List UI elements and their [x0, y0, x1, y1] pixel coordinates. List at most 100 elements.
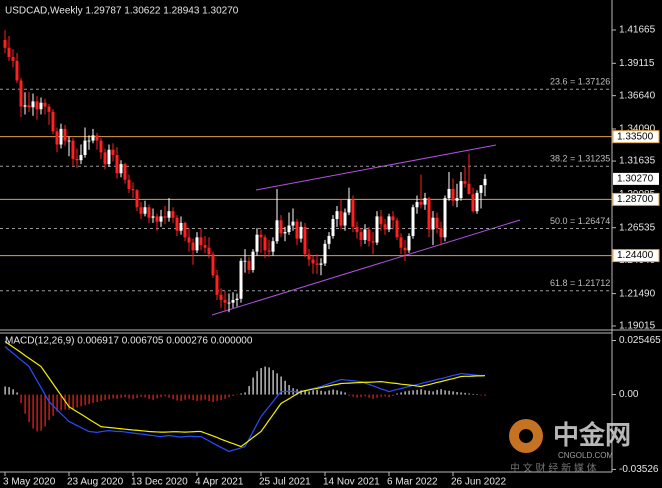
fibo-label: 50.0 = 1.26474 — [550, 216, 610, 226]
candle-body — [27, 105, 31, 108]
macd-histogram-bar — [264, 366, 266, 395]
macd-histogram-bar — [320, 390, 322, 395]
candle-body — [59, 128, 63, 145]
macd-histogram-bar — [40, 394, 42, 431]
macd-histogram-bar — [336, 390, 338, 395]
candle-body — [463, 181, 467, 184]
candle-body — [435, 217, 439, 229]
macd-histogram-bar — [204, 394, 206, 400]
candle-body — [199, 237, 203, 246]
candle-body — [339, 211, 343, 226]
candle-body — [211, 254, 215, 276]
candle-body — [119, 164, 123, 174]
candle-body — [91, 135, 95, 141]
macd-histogram-bar — [436, 389, 438, 395]
candle-body — [123, 164, 127, 180]
candle-body — [171, 211, 175, 218]
candle-body — [443, 198, 447, 238]
macd-histogram-bar — [316, 389, 318, 395]
candle-body — [47, 106, 51, 112]
macd-histogram-bar — [372, 394, 374, 399]
macd-histogram-bar — [188, 394, 190, 399]
macd-histogram-bar — [72, 394, 74, 410]
candle-body — [147, 207, 151, 218]
macd-histogram-bar — [208, 394, 210, 401]
macd-histogram-bar — [124, 394, 126, 398]
candle-body — [227, 302, 231, 304]
macd-histogram-bar — [8, 387, 10, 395]
candle-body — [135, 190, 139, 208]
candle-body — [87, 140, 91, 142]
candle-body — [327, 236, 331, 244]
macd-histogram-bar — [272, 370, 274, 395]
macd-histogram-bar — [100, 394, 102, 401]
candle-body — [303, 226, 307, 255]
candle-body — [143, 207, 147, 214]
candle-body — [191, 242, 195, 251]
candle-body — [431, 217, 435, 230]
candle-body — [411, 207, 415, 237]
candle-body — [319, 263, 323, 265]
macd-histogram-bar — [444, 390, 446, 395]
macd-histogram-bar — [468, 393, 470, 395]
candle-body — [243, 260, 247, 262]
y-tick-label: 0.025465 — [619, 335, 661, 346]
candle-body — [371, 241, 375, 243]
y-tick-label: 1.26535 — [619, 222, 656, 233]
macd-histogram-bar — [356, 394, 358, 398]
candle-body — [255, 234, 259, 252]
candle-body — [179, 222, 183, 231]
candle-body — [363, 229, 367, 240]
macd-histogram-bar — [244, 392, 246, 395]
macd-histogram-bar — [220, 394, 222, 401]
candle-body — [415, 202, 419, 208]
macd-histogram-bar — [392, 394, 394, 396]
macd-histogram-bar — [248, 386, 250, 395]
macd-histogram-bar — [448, 390, 450, 395]
candle-body — [111, 149, 115, 155]
macd-histogram-bar — [428, 390, 430, 395]
macd-histogram-bar — [424, 390, 426, 395]
candle-body — [383, 224, 387, 230]
candle-body — [287, 225, 291, 233]
macd-histogram-bar — [12, 389, 14, 395]
level-label-box — [612, 249, 660, 263]
candle-body — [99, 140, 103, 153]
macd-histogram-bar — [196, 394, 198, 401]
macd-histogram-bar — [288, 385, 290, 395]
candle-body — [15, 60, 19, 81]
candle-body — [219, 294, 223, 301]
candle-body — [39, 102, 43, 110]
macd-histogram-bar — [148, 394, 150, 399]
candle-body — [107, 149, 111, 165]
macd-line — [4, 340, 486, 448]
candle-body — [115, 154, 119, 174]
macd-histogram-bar — [420, 389, 422, 395]
candle-body — [447, 188, 451, 199]
candle-body — [379, 216, 383, 225]
macd-histogram-bar — [408, 390, 410, 395]
candle-body — [7, 47, 11, 57]
x-tick-label: 13 Dec 2020 — [131, 477, 188, 488]
candle-body — [311, 259, 315, 264]
candle-body — [391, 216, 395, 221]
candle-body — [367, 229, 371, 242]
macd-histogram-bar — [412, 390, 414, 395]
macd-histogram-bar — [192, 394, 194, 401]
candle-body — [471, 194, 475, 212]
candle-body — [407, 236, 411, 251]
macd-histogram-bar — [152, 394, 154, 400]
x-tick-label: 14 Nov 2021 — [323, 477, 380, 488]
candle-body — [259, 234, 263, 238]
candle-body — [223, 300, 227, 303]
candle-body — [283, 232, 287, 234]
y-tick-label: 1.39115 — [619, 58, 655, 69]
macd-histogram-bar — [36, 394, 38, 432]
macd-histogram-bar — [84, 394, 86, 406]
candle-body — [423, 198, 427, 205]
candle-body — [103, 152, 107, 165]
y-tick-label: -0.03526 — [619, 464, 659, 475]
macd-histogram-bar — [312, 390, 314, 395]
macd-histogram-bar — [24, 394, 26, 414]
channel-lower — [211, 219, 521, 316]
